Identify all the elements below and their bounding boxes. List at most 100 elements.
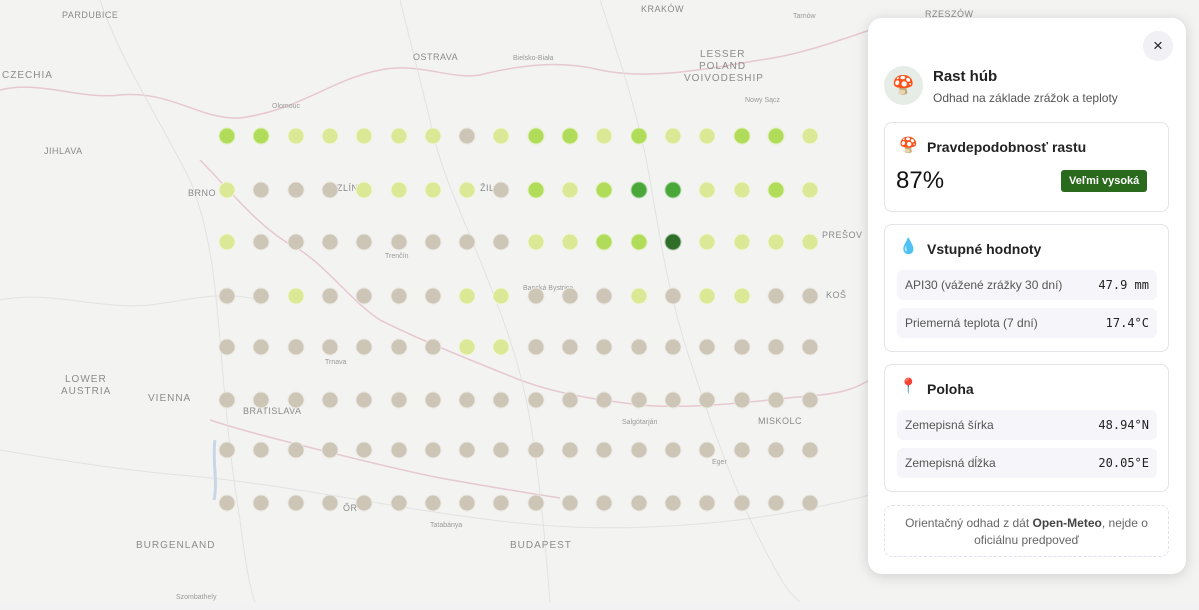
grid-point[interactable]	[492, 287, 510, 305]
grid-point[interactable]	[458, 127, 476, 145]
grid-point[interactable]	[424, 338, 442, 356]
grid-point[interactable]	[698, 181, 716, 199]
grid-point[interactable]	[321, 287, 339, 305]
grid-point[interactable]	[698, 441, 716, 459]
grid-point[interactable]	[424, 287, 442, 305]
grid-point[interactable]	[801, 391, 819, 409]
grid-point[interactable]	[252, 441, 270, 459]
grid-point[interactable]	[527, 441, 545, 459]
grid-point[interactable]	[287, 441, 305, 459]
grid-point[interactable]	[355, 338, 373, 356]
grid-point[interactable]	[595, 391, 613, 409]
grid-point[interactable]	[492, 338, 510, 356]
grid-point[interactable]	[664, 391, 682, 409]
close-button[interactable]: ×	[1143, 31, 1173, 61]
grid-point[interactable]	[630, 181, 648, 199]
grid-point[interactable]	[252, 494, 270, 512]
grid-point[interactable]	[527, 233, 545, 251]
grid-point[interactable]	[561, 181, 579, 199]
grid-point[interactable]	[561, 287, 579, 305]
grid-point[interactable]	[561, 127, 579, 145]
grid-point[interactable]	[561, 233, 579, 251]
grid-point[interactable]	[733, 494, 750, 512]
grid-point[interactable]	[527, 287, 545, 305]
grid-point[interactable]	[252, 181, 270, 199]
grid-point[interactable]	[801, 181, 819, 199]
grid-point[interactable]	[355, 233, 373, 251]
grid-point[interactable]	[527, 391, 545, 409]
grid-point[interactable]	[355, 181, 373, 199]
grid-point[interactable]	[733, 181, 750, 199]
grid-point[interactable]	[801, 233, 819, 251]
grid-point[interactable]	[698, 494, 716, 512]
grid-point[interactable]	[767, 233, 785, 251]
grid-point[interactable]	[595, 127, 613, 145]
grid-point[interactable]	[390, 233, 407, 251]
grid-point[interactable]	[733, 127, 750, 145]
grid-point[interactable]	[321, 181, 339, 199]
grid-point[interactable]	[424, 494, 442, 512]
grid-point[interactable]	[321, 233, 339, 251]
grid-point[interactable]	[390, 127, 407, 145]
grid-point[interactable]	[767, 494, 785, 512]
grid-point[interactable]	[664, 287, 682, 305]
grid-point[interactable]	[595, 181, 613, 199]
grid-point[interactable]	[527, 127, 545, 145]
grid-point[interactable]	[458, 338, 476, 356]
grid-point[interactable]	[664, 233, 682, 251]
grid-point[interactable]	[664, 181, 682, 199]
grid-point[interactable]	[698, 233, 716, 251]
grid-point[interactable]	[321, 338, 339, 356]
grid-point[interactable]	[458, 287, 476, 305]
grid-point[interactable]	[287, 494, 305, 512]
grid-point[interactable]	[630, 233, 648, 251]
grid-point[interactable]	[767, 287, 785, 305]
grid-point[interactable]	[561, 391, 579, 409]
grid-point[interactable]	[321, 391, 339, 409]
grid-point[interactable]	[390, 338, 407, 356]
grid-point[interactable]	[630, 494, 648, 512]
grid-point[interactable]	[733, 338, 750, 356]
grid-point[interactable]	[218, 494, 236, 512]
grid-point[interactable]	[252, 287, 270, 305]
grid-point[interactable]	[664, 494, 682, 512]
grid-point[interactable]	[355, 287, 373, 305]
grid-point[interactable]	[767, 338, 785, 356]
grid-point[interactable]	[630, 338, 648, 356]
grid-point[interactable]	[218, 287, 236, 305]
grid-point[interactable]	[287, 338, 305, 356]
grid-point[interactable]	[595, 338, 613, 356]
grid-point[interactable]	[595, 441, 613, 459]
grid-point[interactable]	[252, 391, 270, 409]
grid-point[interactable]	[698, 287, 716, 305]
grid-point[interactable]	[733, 391, 750, 409]
grid-point[interactable]	[733, 233, 750, 251]
grid-point[interactable]	[492, 391, 510, 409]
grid-point[interactable]	[321, 494, 339, 512]
grid-point[interactable]	[458, 181, 476, 199]
grid-point[interactable]	[664, 127, 682, 145]
grid-point[interactable]	[595, 287, 613, 305]
grid-point[interactable]	[801, 338, 819, 356]
grid-point[interactable]	[218, 338, 236, 356]
grid-point[interactable]	[801, 287, 819, 305]
grid-point[interactable]	[218, 127, 236, 145]
grid-point[interactable]	[218, 391, 236, 409]
grid-point[interactable]	[218, 181, 236, 199]
grid-point[interactable]	[767, 441, 785, 459]
grid-point[interactable]	[630, 287, 648, 305]
grid-point[interactable]	[801, 441, 819, 459]
grid-point[interactable]	[664, 441, 682, 459]
grid-point[interactable]	[492, 494, 510, 512]
grid-point[interactable]	[424, 391, 442, 409]
grid-point[interactable]	[595, 494, 613, 512]
grid-point[interactable]	[630, 441, 648, 459]
grid-point[interactable]	[458, 391, 476, 409]
grid-point[interactable]	[252, 127, 270, 145]
grid-point[interactable]	[698, 391, 716, 409]
grid-point[interactable]	[561, 338, 579, 356]
grid-point[interactable]	[218, 233, 236, 251]
grid-point[interactable]	[630, 127, 648, 145]
grid-point[interactable]	[287, 127, 305, 145]
grid-point[interactable]	[390, 181, 407, 199]
